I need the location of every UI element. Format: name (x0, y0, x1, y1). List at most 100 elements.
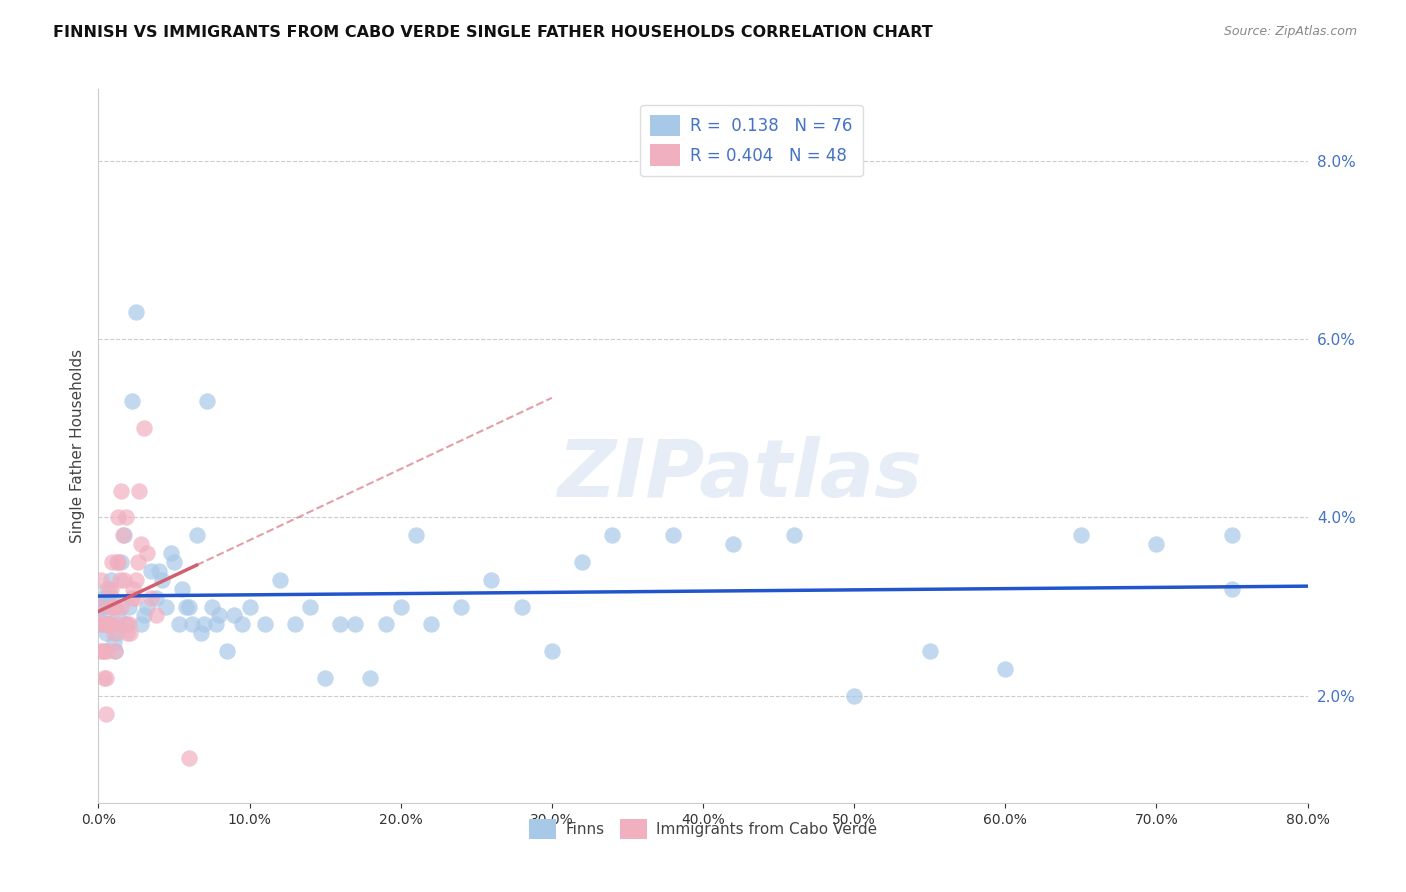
Point (101, 599, 124, 614)
Point (101, 555, 124, 569)
Point (135, 599, 157, 614)
Point (100, 573, 122, 587)
Point (420, 617, 443, 632)
Point (107, 608, 129, 623)
Point (374, 617, 396, 632)
Point (179, 751, 201, 765)
Point (100, 582, 122, 596)
Point (145, 591, 167, 605)
Point (91, 608, 114, 623)
Point (239, 599, 262, 614)
Point (344, 617, 367, 632)
Point (129, 537, 152, 551)
Point (96, 617, 118, 632)
Point (118, 599, 141, 614)
Point (160, 546, 183, 560)
Point (111, 528, 134, 542)
Point (104, 599, 127, 614)
Point (723, 537, 745, 551)
Point (141, 591, 163, 605)
Point (89, 599, 111, 614)
Point (269, 573, 291, 587)
Point (94, 671, 117, 685)
Point (253, 617, 276, 632)
Point (98, 582, 121, 596)
Legend: Finns, Immigrants from Cabo Verde: Finns, Immigrants from Cabo Verde (523, 814, 883, 845)
Point (90, 599, 112, 614)
Point (299, 599, 322, 614)
Point (132, 421, 155, 435)
Point (118, 617, 141, 632)
Point (114, 617, 136, 632)
Point (124, 591, 146, 605)
Point (145, 608, 167, 623)
Point (103, 626, 125, 640)
Point (129, 617, 152, 632)
Point (114, 617, 136, 632)
Point (783, 528, 806, 542)
Point (103, 599, 125, 614)
Point (186, 528, 208, 542)
Point (89, 644, 111, 658)
Point (148, 564, 170, 578)
Point (174, 599, 197, 614)
Point (1220, 582, 1243, 596)
Point (450, 599, 472, 614)
Text: FINNISH VS IMMIGRANTS FROM CABO VERDE SINGLE FATHER HOUSEHOLDS CORRELATION CHART: FINNISH VS IMMIGRANTS FROM CABO VERDE SI… (53, 25, 934, 40)
Point (100, 617, 122, 632)
Point (155, 599, 177, 614)
Point (661, 528, 683, 542)
Point (94, 617, 117, 632)
Point (360, 671, 382, 685)
Point (91, 599, 114, 614)
Point (105, 617, 128, 632)
Point (108, 573, 131, 587)
Point (104, 644, 127, 658)
Point (127, 555, 149, 569)
Point (170, 582, 193, 596)
Point (1220, 528, 1243, 542)
Point (314, 671, 336, 685)
Point (205, 617, 228, 632)
Point (135, 546, 157, 560)
Point (121, 394, 143, 409)
Text: Source: ZipAtlas.com: Source: ZipAtlas.com (1223, 25, 1357, 38)
Point (107, 510, 129, 524)
Point (163, 555, 186, 569)
Point (844, 689, 866, 703)
Point (98, 617, 121, 632)
Point (224, 608, 246, 623)
Point (150, 573, 173, 587)
Point (602, 528, 624, 542)
Point (103, 635, 125, 649)
Point (481, 573, 503, 587)
Point (96, 582, 118, 596)
Point (125, 573, 148, 587)
Point (90, 573, 112, 587)
Point (93, 644, 115, 658)
Point (96, 591, 118, 605)
Point (89, 617, 111, 632)
Text: ZIPatlas: ZIPatlas (557, 435, 922, 514)
Point (571, 555, 593, 569)
Point (98, 617, 121, 632)
Point (193, 617, 215, 632)
Point (128, 483, 150, 498)
Point (115, 626, 138, 640)
Point (231, 617, 253, 632)
Point (190, 626, 212, 640)
Point (201, 599, 224, 614)
Point (121, 591, 143, 605)
Point (167, 617, 190, 632)
Point (208, 608, 231, 623)
Point (195, 394, 218, 409)
Point (93, 671, 115, 685)
Point (105, 555, 128, 569)
Point (141, 564, 163, 578)
Point (96, 644, 118, 658)
Point (510, 599, 533, 614)
Point (91, 617, 114, 632)
Point (90, 617, 112, 632)
Point (215, 644, 238, 658)
Point (114, 510, 136, 524)
